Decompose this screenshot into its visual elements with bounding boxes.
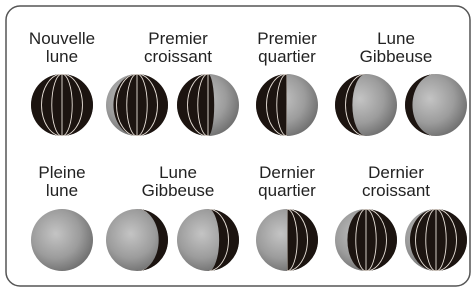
moon: [31, 209, 93, 271]
phase-label: Dernier: [368, 163, 424, 182]
phase-label: Gibbeuse: [360, 47, 433, 66]
moon: [256, 209, 318, 271]
moon: [177, 74, 239, 136]
phase-label: Dernier: [259, 163, 315, 182]
moon: [106, 74, 168, 136]
moon-lit: [31, 209, 93, 271]
phase-label: Premier: [257, 29, 317, 48]
moon: [405, 209, 467, 271]
phase-label: croissant: [144, 47, 212, 66]
phase-label: Premier: [148, 29, 208, 48]
phase-label: quartier: [258, 47, 316, 66]
phase-label: croissant: [362, 181, 430, 200]
phase-label: Pleine: [38, 163, 85, 182]
phase-label: lune: [46, 47, 78, 66]
phase-label: Nouvelle: [29, 29, 95, 48]
moon-phases-diagram: NouvellelunePremiercroissantPremierquart…: [0, 0, 476, 292]
moon: [335, 74, 397, 136]
moon: [405, 74, 467, 136]
phase-label: Lune: [377, 29, 415, 48]
phase-label: Gibbeuse: [142, 181, 215, 200]
moon: [106, 209, 168, 271]
phase-label: quartier: [258, 181, 316, 200]
moon: [31, 74, 93, 136]
phase-label: lune: [46, 181, 78, 200]
moon: [256, 74, 318, 136]
moon: [335, 209, 397, 271]
moon: [177, 209, 239, 271]
phase-label: Lune: [159, 163, 197, 182]
